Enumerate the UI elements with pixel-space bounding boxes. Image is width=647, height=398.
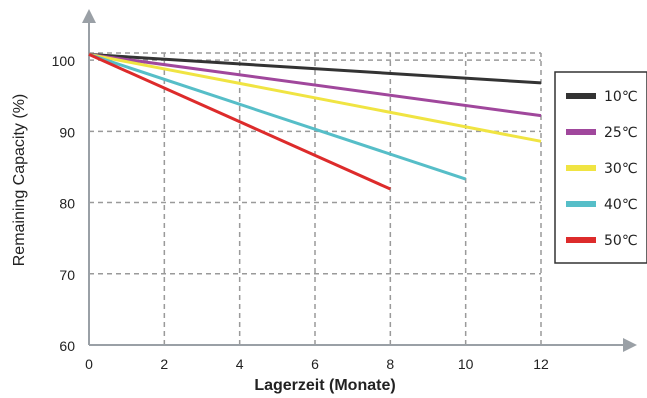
x-tick-label: 10 (458, 356, 474, 372)
legend-label: 40℃ (604, 197, 638, 213)
series-line (88, 52, 542, 143)
y-tick-label: 70 (59, 267, 75, 283)
x-axis-title: Lagerzeit (Monate) (254, 377, 395, 394)
series-lines (88, 52, 542, 191)
legend-label: 10℃ (604, 89, 638, 105)
y-tick-label: 60 (59, 338, 75, 354)
y-tick-label: 80 (59, 196, 75, 212)
series-line (88, 52, 542, 118)
y-axis-title: Remaining Capacity (%) (11, 94, 28, 267)
y-tick-label: 90 (59, 124, 75, 140)
x-tick-label: 12 (533, 356, 549, 372)
x-tick-label: 8 (386, 356, 394, 372)
x-tick-labels: 0 2 4 6 8 10 12 (85, 356, 549, 372)
legend-label: 30℃ (604, 161, 638, 177)
x-tick-label: 2 (160, 356, 168, 372)
x-tick-label: 0 (85, 356, 93, 372)
y-axis-arrow (82, 9, 96, 23)
legend-label: 50℃ (604, 233, 638, 249)
x-axis-arrow (623, 338, 637, 352)
grid-lines (89, 52, 542, 345)
legend: 10℃ 25℃ 30℃ 40℃ 50℃ (554, 71, 647, 264)
y-tick-labels: 60 70 80 90 100 (52, 53, 76, 354)
series-line (88, 52, 542, 85)
series-line (88, 53, 467, 181)
y-tick-label: 100 (52, 53, 76, 69)
x-tick-label: 6 (311, 356, 319, 372)
x-tick-label: 4 (236, 356, 244, 372)
legend-label: 25℃ (604, 125, 638, 141)
axes (82, 9, 637, 352)
series-line (88, 53, 391, 191)
